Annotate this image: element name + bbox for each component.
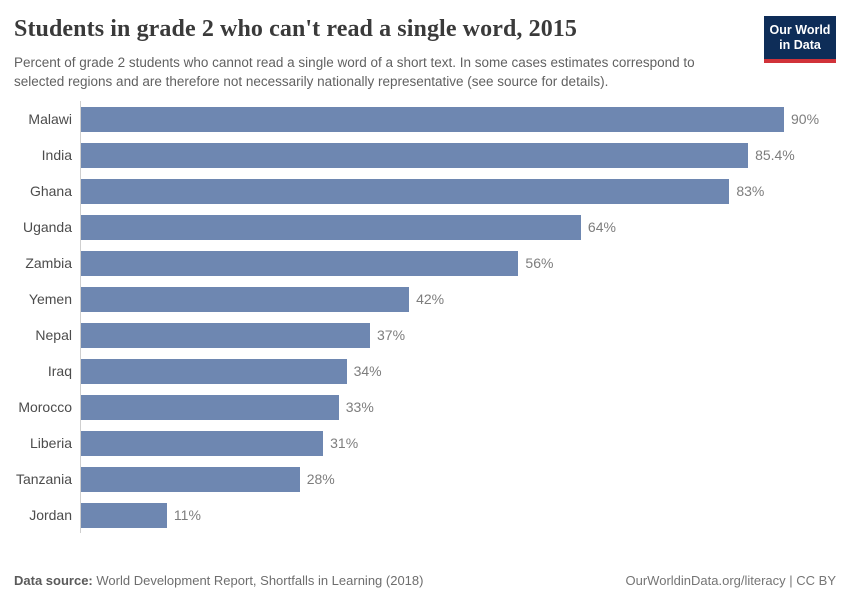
bar-track: 42%	[80, 281, 836, 318]
value-label: 83%	[736, 183, 765, 200]
bar-track: 33%	[80, 389, 836, 426]
owid-logo-line1: Our World	[769, 23, 831, 37]
value-label: 64%	[587, 219, 616, 236]
bar[interactable]	[81, 430, 324, 456]
value-label: 11%	[173, 507, 201, 524]
value-label: 42%	[416, 291, 445, 308]
bar-track: 83%	[80, 173, 836, 210]
page-title: Students in grade 2 who can't read a sin…	[14, 16, 578, 42]
chart-subtitle: Percent of grade 2 students who cannot r…	[14, 55, 695, 90]
bar[interactable]	[81, 358, 347, 384]
category-label: Tanzania	[15, 471, 72, 488]
bar[interactable]	[81, 178, 730, 204]
bar[interactable]	[81, 286, 410, 312]
owid-logo-line2: in Data	[779, 38, 821, 52]
value-label: 90%	[791, 111, 820, 128]
value-label: 33%	[345, 399, 374, 416]
bar-row: Zambia 56%	[14, 245, 836, 282]
value-label: 34%	[353, 363, 382, 380]
bar-row: Iraq 34%	[14, 353, 836, 390]
bar-track: 11%	[80, 497, 836, 534]
bar-row: Morocco 33%	[14, 389, 836, 426]
bar-track: 28%	[80, 461, 836, 498]
bar[interactable]	[81, 106, 784, 132]
chart-header: Students in grade 2 who can't read a sin…	[14, 14, 836, 91]
bar-row: Uganda 64%	[14, 209, 836, 246]
value-label: 31%	[330, 435, 359, 452]
category-label: Iraq	[47, 363, 72, 380]
bar[interactable]	[81, 250, 519, 276]
bar-row: Jordan 11%	[14, 497, 836, 534]
value-label: 85.4%	[755, 147, 795, 164]
category-label: Liberia	[29, 435, 72, 452]
value-label: 56%	[525, 255, 554, 272]
bar-track: 90%	[80, 101, 836, 138]
bar-row: Ghana 83%	[14, 173, 836, 210]
bar-track: 37%	[80, 317, 836, 354]
category-label: Zambia	[25, 255, 72, 272]
bar[interactable]	[81, 142, 749, 168]
bar-row: Yemen 42%	[14, 281, 836, 318]
bar-row: Liberia 31%	[14, 425, 836, 462]
bar-track: 64%	[80, 209, 836, 246]
credit-link[interactable]: OurWorldinData.org/literacy | CC BY	[625, 573, 836, 588]
value-label: 28%	[306, 471, 335, 488]
data-source: Data source: World Development Report, S…	[14, 573, 423, 588]
bar-track: 34%	[80, 353, 836, 390]
chart-footer: Data source: World Development Report, S…	[14, 565, 836, 588]
value-label: 37%	[377, 327, 406, 344]
category-label: Ghana	[29, 183, 72, 200]
bar-track: 85.4%	[80, 137, 836, 174]
bar-track: 31%	[80, 425, 836, 462]
data-source-label: Data source:	[14, 573, 93, 588]
owid-logo[interactable]: Our World in Data	[764, 16, 836, 63]
bar-chart: Malawi 90% India 85.4% Ghana 83% Uganda …	[14, 101, 836, 565]
category-label: Uganda	[22, 219, 72, 236]
category-label: Yemen	[28, 291, 72, 308]
bar[interactable]	[81, 466, 300, 492]
category-label: India	[41, 147, 72, 164]
chart-header-text: Students in grade 2 who can't read a sin…	[14, 14, 748, 91]
category-label: Malawi	[28, 111, 72, 128]
bar[interactable]	[81, 214, 581, 240]
bar-row: Tanzania 28%	[14, 461, 836, 498]
bar[interactable]	[81, 322, 370, 348]
bar[interactable]	[81, 502, 167, 528]
bar-row: India 85.4%	[14, 137, 836, 174]
category-label: Jordan	[29, 507, 72, 524]
bar-track: 56%	[80, 245, 836, 282]
category-label: Nepal	[35, 327, 72, 344]
data-source-text: World Development Report, Shortfalls in …	[96, 573, 424, 588]
bar[interactable]	[81, 394, 339, 420]
category-label: Morocco	[18, 399, 72, 416]
bar-row: Nepal 37%	[14, 317, 836, 354]
bar-row: Malawi 90%	[14, 101, 836, 138]
